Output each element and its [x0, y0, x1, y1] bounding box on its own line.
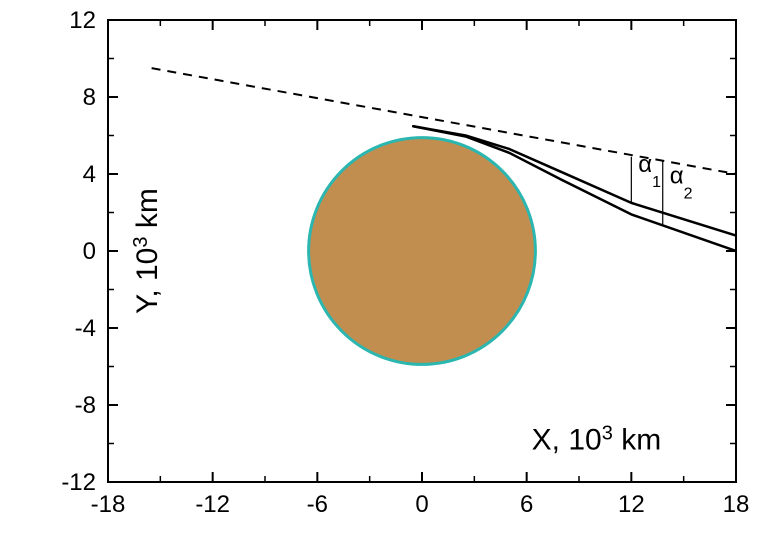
chart-svg: α1α2-18-12-6061218-12-8-404812X, 103 kmY…: [0, 0, 757, 554]
x-tick-label: -6: [307, 491, 328, 518]
x-tick-label: 12: [618, 491, 645, 518]
y-axis-label: Y, 103 km: [130, 188, 164, 314]
x-tick-label: -12: [195, 491, 230, 518]
x-tick-label: 6: [520, 491, 533, 518]
y-tick-label: 8: [83, 84, 96, 111]
y-tick-label: 12: [69, 7, 96, 34]
y-tick-label: -12: [61, 469, 96, 496]
planet-circle: [309, 138, 536, 365]
y-tick-label: -4: [75, 315, 96, 342]
x-axis-label: X, 103 km: [532, 422, 662, 456]
x-tick-label: 0: [415, 491, 428, 518]
y-tick-label: 4: [83, 161, 96, 188]
y-tick-label: -8: [75, 392, 96, 419]
chart-container: α1α2-18-12-6061218-12-8-404812X, 103 kmY…: [0, 0, 757, 554]
y-tick-label: 0: [83, 238, 96, 265]
x-tick-label: 18: [723, 491, 750, 518]
